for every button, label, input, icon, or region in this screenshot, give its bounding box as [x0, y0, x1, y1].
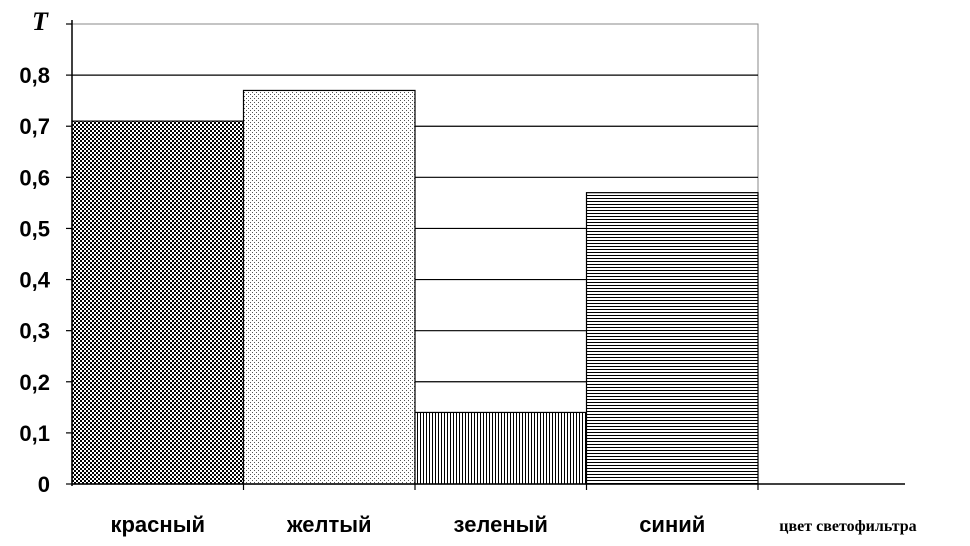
y-tick-label: 0,8 — [19, 63, 50, 88]
y-tick-label: 0,2 — [19, 370, 50, 395]
y-tick-labels: 0 0,1 0,2 0,3 0,4 0,5 0,6 0,7 0,8 — [19, 23, 72, 497]
bar-2 — [414, 411, 588, 485]
bar-3 — [585, 192, 759, 485]
bars — [71, 89, 759, 485]
y-tick-label: 0,7 — [19, 114, 50, 139]
x-category-labels: красный желтый зеленый синий — [110, 484, 759, 537]
y-tick-label: 0,3 — [19, 319, 50, 344]
x-category-label: зеленый — [454, 512, 548, 537]
bar-1 — [242, 89, 416, 485]
y-tick-label: 0,1 — [19, 421, 50, 446]
y-tick-label: 0,6 — [19, 165, 50, 190]
y-tick-label: 0,4 — [19, 268, 50, 293]
x-category-label: красный — [110, 512, 205, 537]
bar-0 — [71, 120, 245, 485]
x-category-label: желтый — [286, 512, 372, 537]
x-axis-label: цвет светофильтра — [779, 518, 916, 535]
y-tick-label: 0 — [38, 472, 50, 497]
x-category-label: синий — [639, 512, 705, 537]
y-tick-label: 0,5 — [19, 216, 50, 241]
y-axis-label: T — [32, 7, 49, 36]
axes — [71, 20, 905, 486]
